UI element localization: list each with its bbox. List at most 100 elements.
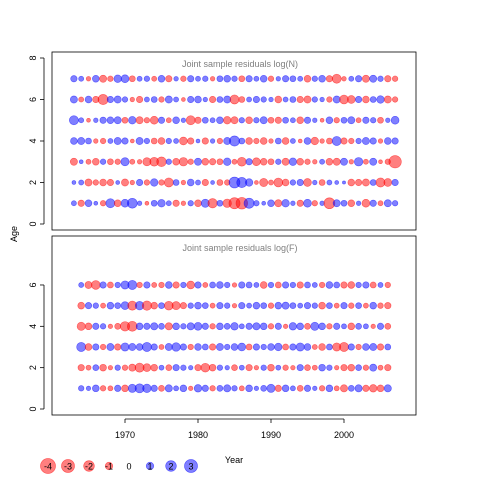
- top-residual-bubble: [267, 116, 275, 124]
- top-residual-bubble: [129, 179, 135, 186]
- bottom-residual-bubble: [106, 343, 115, 351]
- bottom-residual-bubble: [165, 281, 173, 289]
- top-residual-bubble: [384, 137, 392, 145]
- top-panel: Joint sample residuals log(N) 0 2 4 6 8: [28, 51, 417, 231]
- top-residual-bubble: [347, 178, 356, 187]
- top-residual-bubble: [377, 138, 384, 144]
- top-residual-bubble: [245, 178, 254, 187]
- legend-label: 2: [168, 462, 173, 472]
- bottom-residual-bubble: [274, 322, 282, 330]
- top-residual-bubble: [93, 138, 99, 144]
- bottom-residual-bubble: [274, 281, 282, 289]
- bottom-residual-bubble: [260, 343, 267, 351]
- top-residual-bubble: [180, 179, 186, 186]
- bottom-residual-bubble: [107, 323, 113, 329]
- bottom-residual-bubble: [135, 322, 144, 331]
- top-residual-bubble: [347, 116, 356, 125]
- top-residual-bubble: [311, 200, 318, 207]
- bottom-residual-bubble: [253, 365, 259, 371]
- top-residual-bubble: [106, 95, 114, 104]
- top-residual-bubble: [331, 136, 342, 146]
- bottom-residual-bubble: [100, 343, 107, 351]
- top-residual-bubble: [165, 137, 172, 145]
- top-residual-bubble: [363, 158, 369, 165]
- bottom-residual-bubble: [282, 364, 289, 371]
- bottom-residual-bubble: [296, 281, 304, 289]
- top-residual-bubble: [156, 156, 167, 167]
- bottom-residual-bubble: [114, 343, 122, 351]
- bottom-residual-bubble: [326, 323, 333, 330]
- top-residual-bubble: [216, 179, 224, 186]
- bottom-residual-bubble: [164, 384, 173, 393]
- bottom-residual-bubble: [253, 385, 259, 391]
- top-residual-bubble: [252, 95, 260, 104]
- bottom-residual-bubble: [151, 282, 158, 288]
- top-residual-bubble: [355, 137, 362, 145]
- bottom-residual-bubble: [180, 323, 187, 330]
- top-residual-bubble: [377, 200, 384, 207]
- top-residual-bubble: [179, 136, 188, 146]
- top-residual-bubble: [274, 199, 283, 208]
- top-residual-bubble: [237, 157, 247, 167]
- bottom-residual-bubble: [216, 281, 224, 289]
- bottom-residual-bubble: [121, 364, 129, 371]
- top-residual-bubble: [113, 199, 122, 207]
- top-residual-bubble: [201, 137, 209, 145]
- top-residual-bubble: [202, 96, 208, 103]
- top-residual-bubble: [319, 158, 325, 165]
- top-residual-bubble: [172, 179, 180, 186]
- top-bubbles: [69, 73, 402, 210]
- legend-bubble: [61, 459, 75, 473]
- bottom-residual-bubble: [333, 322, 341, 330]
- top-residual-bubble: [209, 117, 216, 124]
- top-residual-bubble: [392, 200, 399, 207]
- top-residual-bubble: [253, 75, 260, 82]
- top-residual-bubble: [84, 95, 93, 104]
- bottom-residual-bubble: [114, 323, 122, 330]
- top-residual-bubble: [390, 116, 400, 125]
- legend-label: -2: [85, 462, 93, 472]
- x-tick-label: 1980: [188, 430, 208, 440]
- top-residual-bubble: [296, 178, 304, 187]
- top-residual-bubble: [281, 157, 290, 166]
- top-residual-bubble: [85, 137, 92, 145]
- top-residual-bubble: [388, 155, 402, 169]
- top-residual-bubble: [231, 158, 238, 165]
- top-residual-bubble: [136, 75, 143, 82]
- bottom-residual-bubble: [288, 322, 297, 331]
- bottom-residual-bubble: [347, 322, 356, 331]
- bottom-panel-title: Joint sample residuals log(F): [182, 243, 297, 253]
- bottom-residual-bubble: [92, 384, 100, 393]
- top-residual-bubble: [238, 137, 246, 145]
- top-residual-bubble: [164, 95, 173, 104]
- bottom-residual-bubble: [150, 322, 159, 331]
- bottom-residual-bubble: [376, 384, 385, 393]
- top-residual-bubble: [267, 199, 275, 207]
- bottom-residual-bubble: [384, 302, 392, 310]
- top-residual-bubble: [92, 158, 100, 166]
- top-residual-bubble: [392, 75, 399, 82]
- bottom-residual-bubble: [143, 322, 151, 330]
- legend-label: -3: [64, 462, 72, 472]
- bottom-residual-bubble: [92, 343, 100, 351]
- bottom-residual-bubble: [180, 364, 187, 371]
- bottom-residual-bubble: [325, 281, 334, 289]
- bottom-residual-bubble: [383, 384, 392, 393]
- top-residual-bubble: [288, 157, 297, 166]
- bottom-residual-bubble: [297, 302, 304, 309]
- bottom-residual-bubble: [237, 342, 247, 352]
- top-residual-bubble: [296, 158, 304, 166]
- bottom-residual-bubble: [231, 303, 238, 309]
- top-residual-bubble: [325, 158, 334, 166]
- top-residual-bubble: [311, 75, 318, 82]
- top-residual-bubble: [172, 116, 180, 124]
- bottom-residual-bubble: [201, 302, 209, 309]
- top-residual-bubble: [210, 76, 216, 82]
- top-residual-bubble: [267, 75, 275, 82]
- bottom-residual-bubble: [362, 343, 370, 351]
- bottom-residual-bubble: [224, 343, 231, 351]
- top-residual-bubble: [173, 76, 179, 82]
- top-residual-bubble: [194, 157, 202, 166]
- top-residual-bubble: [165, 158, 172, 165]
